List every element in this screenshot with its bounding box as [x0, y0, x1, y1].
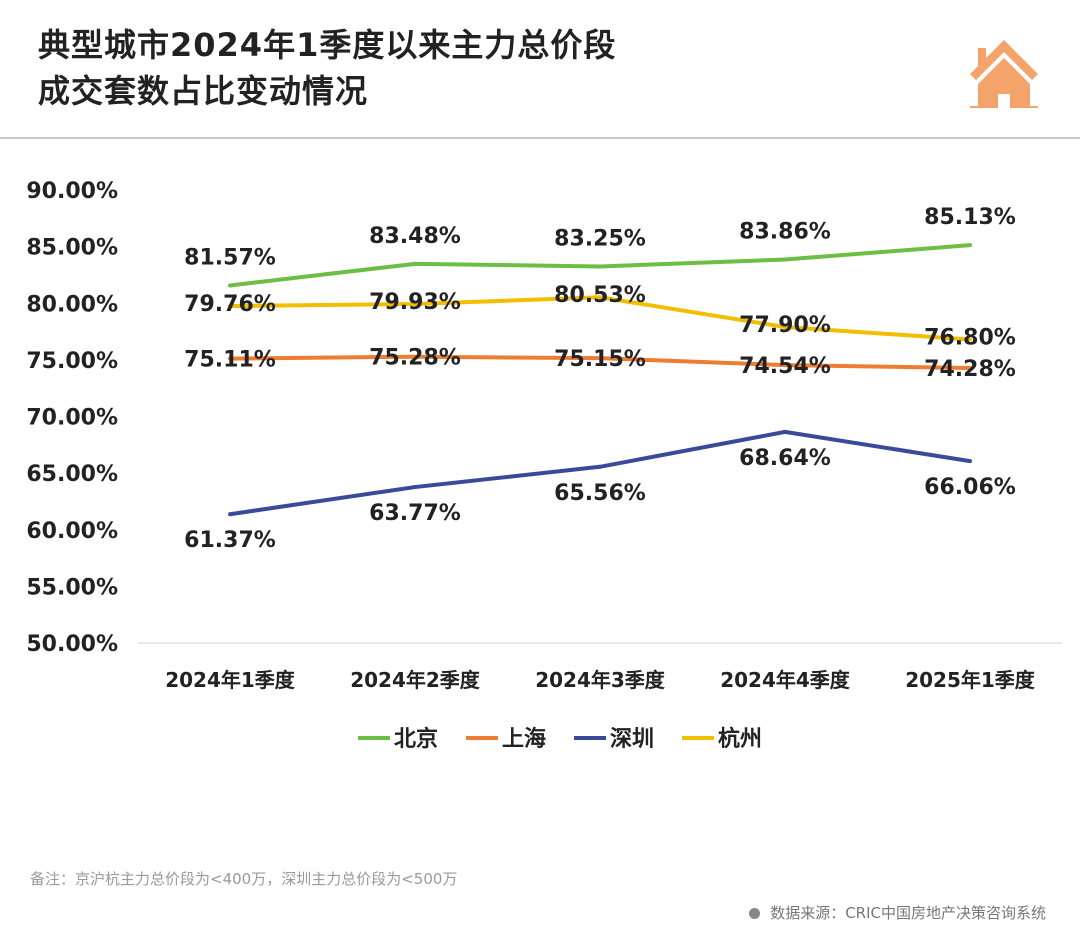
- data-label: 74.28%: [924, 357, 1016, 382]
- data-point: [783, 257, 787, 262]
- title-line-1: 典型城市2024年1季度以来主力总价段: [38, 26, 617, 64]
- y-tick-label: 90.00%: [26, 179, 118, 204]
- y-tick-label: 80.00%: [26, 292, 118, 317]
- y-tick-label: 50.00%: [26, 632, 118, 657]
- data-label: 80.53%: [554, 283, 646, 308]
- data-point: [413, 302, 417, 307]
- y-tick-label: 85.00%: [26, 236, 118, 261]
- data-point: [598, 356, 602, 361]
- legend-label: 北京: [394, 726, 438, 752]
- data-label: 83.25%: [554, 226, 646, 251]
- data-label: 75.11%: [184, 348, 276, 373]
- data-label: 83.48%: [369, 224, 461, 249]
- data-point: [968, 366, 972, 371]
- line-chart: 50.00% 55.00% 60.00% 65.00% 70.00% 75.00% 80.0…: [26, 179, 1062, 752]
- data-label: 68.64%: [739, 446, 831, 471]
- data-point: [968, 243, 972, 248]
- data-label: 75.28%: [369, 346, 461, 371]
- source: 数据来源：CRIC中国房地产决策咨询系统: [749, 902, 1046, 923]
- chart-title: 典型城市2024年1季度以来主力总价段 成交套数占比变动情况: [38, 22, 616, 114]
- y-tick-label: 70.00%: [26, 406, 118, 431]
- title-line-2: 成交套数占比变动情况: [38, 72, 369, 110]
- source-text: 数据来源：CRIC中国房地产决策咨询系统: [770, 904, 1046, 922]
- data-point: [598, 464, 602, 469]
- data-point: [413, 485, 417, 490]
- data-point: [228, 512, 232, 517]
- y-tick-label: 55.00%: [26, 575, 118, 600]
- footnote: 备注：京沪杭主力总价段为<400万，深圳主力总价段为<500万: [30, 870, 458, 888]
- data-point: [413, 261, 417, 266]
- data-point: [228, 283, 232, 288]
- data-point: [968, 337, 972, 342]
- data-point: [413, 354, 417, 359]
- data-label: 85.13%: [924, 205, 1016, 230]
- x-tick-label: 2024年4季度: [720, 668, 851, 692]
- data-label: 79.93%: [369, 290, 461, 315]
- data-label: 74.54%: [739, 354, 831, 379]
- data-point: [968, 459, 972, 464]
- data-label: 76.80%: [924, 325, 1016, 350]
- data-label: 63.77%: [369, 501, 461, 526]
- data-point: [598, 264, 602, 269]
- data-point: [228, 356, 232, 361]
- legend-label: 杭州: [718, 726, 762, 752]
- data-label: 83.86%: [739, 220, 831, 245]
- data-label: 77.90%: [739, 313, 831, 338]
- data-point: [783, 363, 787, 368]
- data-label: 65.56%: [554, 481, 646, 506]
- x-tick-label: 2024年1季度: [165, 668, 296, 692]
- data-label: 79.76%: [184, 292, 276, 317]
- data-point: [783, 325, 787, 330]
- data-point: [598, 295, 602, 300]
- legend-label: 上海: [502, 726, 546, 752]
- house-icon: [970, 40, 1038, 108]
- bullet-icon: [749, 908, 761, 919]
- x-tick-label: 2024年2季度: [350, 668, 481, 692]
- data-label: 66.06%: [924, 475, 1016, 500]
- data-label: 81.57%: [184, 245, 276, 270]
- data-label: 61.37%: [184, 528, 276, 553]
- data-label: 75.15%: [554, 347, 646, 372]
- y-tick-label: 60.00%: [26, 519, 118, 544]
- header-divider: [0, 137, 1080, 139]
- legend-label: 深圳: [610, 727, 654, 752]
- y-tick-label: 65.00%: [26, 462, 118, 487]
- data-point: [783, 429, 787, 434]
- data-point: [228, 303, 232, 308]
- y-tick-label: 75.00%: [26, 349, 118, 374]
- x-tick-label: 2025年1季度: [905, 668, 1036, 692]
- x-tick-label: 2024年3季度: [535, 668, 666, 692]
